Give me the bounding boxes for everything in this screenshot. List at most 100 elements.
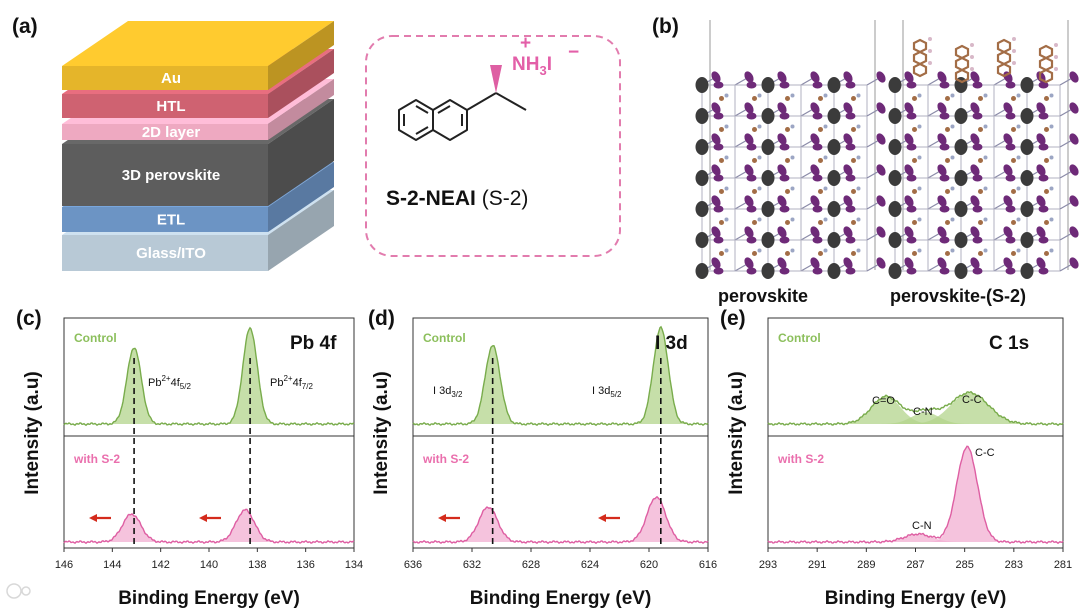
- pb-atom: [1020, 77, 1034, 93]
- x-tick-label: 636: [404, 559, 422, 571]
- iodine-atom: [906, 174, 917, 182]
- cation-atom: [950, 93, 955, 98]
- peak-label: Pb2+4f5/2: [148, 374, 191, 391]
- cation-atom: [945, 127, 950, 132]
- cation-atom: [917, 186, 922, 191]
- naphthyl-ring: [996, 50, 1012, 66]
- iodine-atom: [937, 195, 947, 207]
- iodine-atom: [970, 71, 980, 83]
- iodine-atom: [906, 267, 917, 275]
- cation-atom: [790, 186, 795, 191]
- iodine-atom: [1038, 267, 1049, 275]
- cation-atom: [724, 93, 729, 98]
- pb-atom: [761, 263, 775, 279]
- iodine-atom: [713, 236, 724, 244]
- pb-atom: [827, 263, 841, 279]
- iodine-atom: [845, 143, 856, 151]
- cation-atom: [950, 217, 955, 222]
- iodine-atom: [777, 133, 787, 145]
- cation-atom: [1016, 93, 1021, 98]
- shift-arrow-head: [598, 514, 606, 522]
- cation-atom: [1011, 127, 1016, 132]
- cation-atom: [724, 155, 729, 160]
- naphthyl-ring: [1038, 44, 1054, 60]
- cation-atom: [719, 96, 724, 101]
- pb-atom: [761, 201, 775, 217]
- cation-atom: [1011, 189, 1016, 194]
- iodine-atom: [744, 257, 754, 269]
- cation-atom: [1016, 124, 1021, 129]
- cation-atom: [917, 124, 922, 129]
- panel-a-letter: (a): [12, 15, 38, 38]
- label-perovskite: perovskite: [718, 286, 808, 306]
- cation-atom: [917, 248, 922, 253]
- pb-atom: [954, 108, 968, 124]
- iodine-atom: [843, 133, 853, 145]
- cation-atom: [983, 93, 988, 98]
- shift-arrow-head: [199, 514, 207, 522]
- iodine-atom: [713, 174, 724, 182]
- cation-atom: [950, 186, 955, 191]
- h-atom: [1012, 37, 1016, 41]
- pb-atom: [761, 139, 775, 155]
- naphthyl-ring: [912, 62, 928, 78]
- panel-a: (a) Glass/ITO ETL 3D perovskite 2D layer HTL…: [12, 15, 621, 271]
- peak-label: C-N: [913, 406, 933, 418]
- pb-atom: [1020, 232, 1034, 248]
- y-axis-label: Intensity (a.u): [726, 371, 747, 495]
- cation-atom: [912, 96, 917, 101]
- pb-atom: [761, 108, 775, 124]
- iodine-atom: [843, 226, 853, 238]
- layer-glass-ito-side: [268, 190, 334, 271]
- pb-atom: [888, 108, 902, 124]
- iodine-atom: [1003, 195, 1013, 207]
- iodine-atom: [937, 102, 947, 114]
- x-tick-label: 628: [522, 559, 540, 571]
- cation-atom: [818, 220, 823, 225]
- watermark: [6, 583, 31, 599]
- cation-atom: [1044, 158, 1049, 163]
- cation-atom: [818, 158, 823, 163]
- iodine-atom: [779, 205, 790, 213]
- iodine-atom: [744, 195, 754, 207]
- cation-atom: [724, 248, 729, 253]
- iodine-atom: [1038, 174, 1049, 182]
- iodine-atom: [1036, 195, 1046, 207]
- cation-atom: [1011, 96, 1016, 101]
- iodine-atom: [906, 81, 917, 89]
- cation-atom: [1049, 217, 1054, 222]
- cation-atom: [752, 251, 757, 256]
- layer-2d-front: [62, 124, 268, 140]
- x-tick-label: 281: [1054, 559, 1072, 571]
- pb-atom: [827, 201, 841, 217]
- iodine-atom: [810, 164, 820, 176]
- peak-fill: [64, 514, 354, 542]
- naphthyl-ring: [954, 44, 970, 60]
- x-tick-label: 616: [699, 559, 717, 571]
- cation-atom: [752, 127, 757, 132]
- iodine-atom: [1005, 267, 1016, 275]
- cation-atom: [945, 158, 950, 163]
- iodine-atom: [1036, 257, 1046, 269]
- iodine-atom: [777, 102, 787, 114]
- molecule-box: [365, 35, 621, 257]
- iodine-atom: [1038, 236, 1049, 244]
- iodine-atom: [1003, 133, 1013, 145]
- layer-au-label: Au: [161, 70, 181, 87]
- iodine-atom: [845, 81, 856, 89]
- iodine-atom: [1038, 143, 1049, 151]
- panel-letter: (c): [16, 307, 42, 330]
- layer-etl-label: ETL: [157, 212, 185, 229]
- iodine-atom: [845, 236, 856, 244]
- iodine-atom: [812, 174, 823, 182]
- pb-atom: [761, 232, 775, 248]
- iodine-atom: [937, 71, 947, 83]
- iodine-atom: [711, 226, 721, 238]
- cation-atom: [1049, 155, 1054, 160]
- iodine-atom: [711, 195, 721, 207]
- iodine-atom: [906, 236, 917, 244]
- x-tick-label: 138: [248, 559, 266, 571]
- ammonium-label: + NH3I −: [512, 33, 579, 78]
- layer-etl-front: [62, 207, 268, 232]
- pb-atom: [761, 170, 775, 186]
